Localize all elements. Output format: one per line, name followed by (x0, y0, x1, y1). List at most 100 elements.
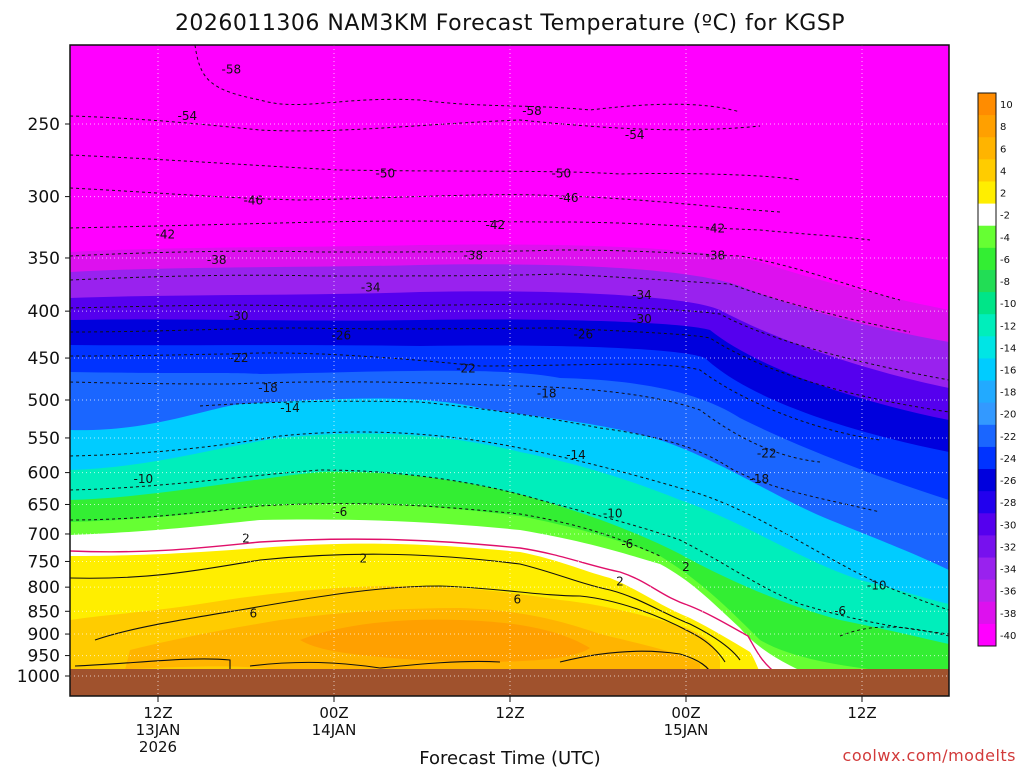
contour-line (194, 45, 741, 113)
colorbar-swatch (978, 159, 996, 182)
colorbar-swatch (978, 336, 996, 359)
contour-line (74, 658, 231, 690)
x-tick-label: 2026 (139, 738, 177, 756)
pressure-axis: 250 300 350 400 450 500 550 600 650 700 750 800 850 9… (17, 115, 70, 687)
colorbar-frame (977, 92, 997, 647)
isotherm-contours (70, 45, 949, 637)
y-tick-label: 400 (28, 302, 60, 322)
colorbar-tick-label: -16 (1000, 366, 1016, 377)
colorbar-swatch (978, 203, 996, 227)
colorbar-swatch (978, 579, 996, 603)
contour-label: -42 (486, 218, 506, 232)
colorbar-legend: 10 8 6 4 2 -2 -4 -6 -8 -10 -12 -14 -16 -18 -20 -22 -24 -2… (977, 92, 1016, 647)
colorbar-tick-label: -28 (1000, 498, 1016, 509)
colorbar-tick-label: 8 (1000, 122, 1006, 133)
x-tick-label: 00Z (319, 704, 348, 722)
temperature-bands (70, 244, 949, 696)
y-tick-label: 600 (28, 464, 60, 484)
y-tick-label: 450 (28, 349, 60, 369)
contour-label: -38 (706, 249, 726, 263)
colorbar-tick-label: -6 (1000, 255, 1010, 266)
contour-label: -6 (621, 537, 633, 551)
y-tick-label: 650 (28, 495, 60, 515)
contour-label: -22 (757, 447, 777, 461)
colorbar-tick-label: 4 (1000, 166, 1006, 177)
colorbar-tick-label: -26 (1000, 476, 1016, 487)
colorbar-swatch (978, 358, 996, 382)
contour-label: -18 (750, 472, 770, 486)
contour-line (839, 626, 949, 637)
contour-line (199, 400, 881, 513)
colorbar-tick-label: -20 (1000, 410, 1016, 421)
contour-label: 2 (682, 560, 690, 574)
colorbar-tick-label: -2 (1000, 211, 1010, 222)
colorbar-tick-label: -18 (1000, 388, 1016, 399)
contour-label: -18 (258, 381, 278, 395)
x-tick-label: 12Z (495, 704, 524, 722)
contour-label: -50 (376, 166, 396, 180)
colorbar-swatch (978, 424, 996, 448)
contour-label: -58 (222, 62, 242, 76)
credit-text: coolwx.com/modelts (843, 746, 1016, 765)
colorbar-swatch (978, 292, 996, 315)
y-tick-label: 700 (28, 525, 60, 545)
colorbar-swatch (978, 623, 996, 647)
colorbar-tick-label: -12 (1000, 321, 1016, 332)
contour-label: -22 (456, 362, 476, 376)
contour-label: 6 (250, 607, 258, 621)
y-tick-label: 300 (28, 188, 60, 208)
colorbar-swatch (978, 269, 996, 293)
colorbar-tick-label: 2 (1000, 189, 1006, 200)
colorbar-tick-label: -32 (1000, 542, 1016, 553)
contour-label: -46 (559, 191, 579, 205)
colorbar-tick-label: -24 (1000, 454, 1016, 465)
contour-line (70, 469, 949, 635)
contour-label: -58 (522, 104, 542, 118)
contour-label: -38 (207, 253, 227, 267)
contour-line (70, 431, 949, 611)
colorbar-tick-label: -4 (1000, 233, 1010, 244)
colorbar-tick-label: 10 (1000, 100, 1013, 111)
contour-label: -26 (332, 328, 352, 342)
x-axis-label: Forecast Time (UTC) (419, 748, 600, 768)
contour-label: -38 (464, 249, 484, 263)
contour-label: -50 (552, 166, 572, 180)
y-tick-label: 800 (28, 578, 60, 598)
contour-label: -10 (603, 507, 623, 521)
colorbar-tick-label: -30 (1000, 520, 1016, 531)
colorbar-swatch (978, 601, 996, 625)
contour-line (70, 115, 761, 132)
contour-label: -30 (632, 312, 652, 326)
contour-label: -34 (632, 288, 652, 302)
contour-label: -6 (834, 604, 846, 618)
contour-label-group: -58 -58 -54 -54 -50 -50 -46 -46 -42 -42 -42 -38 -38 -… (134, 62, 887, 620)
x-tick-label: 12Z (143, 704, 172, 722)
contour-label: -6 (335, 505, 347, 519)
contour-label: -26 (574, 327, 594, 341)
contour-label: 2 (360, 551, 368, 565)
contour-label: -14 (566, 448, 586, 462)
x-tick-label: 14JAN (312, 721, 357, 739)
y-tick-label: 950 (28, 647, 60, 667)
contour-line (70, 381, 821, 463)
colorbar-swatch (978, 446, 996, 470)
contour-line (70, 553, 741, 661)
colorbar-swatch (978, 491, 996, 514)
contour-label: -30 (229, 309, 249, 323)
colorbar-tick-label: -22 (1000, 432, 1016, 443)
colorbar-tick-label: -34 (1000, 565, 1016, 576)
gridlines (70, 45, 949, 696)
colorbar-tick-label: 6 (1000, 144, 1006, 155)
x-tick-label: 12Z (847, 704, 876, 722)
x-tick-label: 00Z (671, 704, 700, 722)
contour-label: -10 (867, 579, 887, 593)
y-tick-label: 250 (28, 115, 60, 135)
colorbar-swatch (978, 247, 996, 271)
y-tick-label: 350 (28, 249, 60, 269)
contour-label: -18 (537, 387, 557, 401)
plot-area: -58 -58 -54 -54 -50 -50 -46 -46 -42 -42 -42 -38 -38 -… (70, 45, 949, 696)
colorbar-swatch (978, 225, 996, 249)
colorbar-swatch (978, 314, 996, 337)
